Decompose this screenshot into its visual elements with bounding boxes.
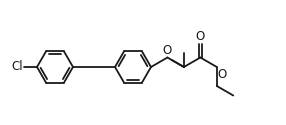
Text: Cl: Cl — [11, 60, 23, 74]
Text: O: O — [218, 68, 227, 81]
Text: O: O — [196, 30, 205, 43]
Text: O: O — [163, 44, 172, 57]
